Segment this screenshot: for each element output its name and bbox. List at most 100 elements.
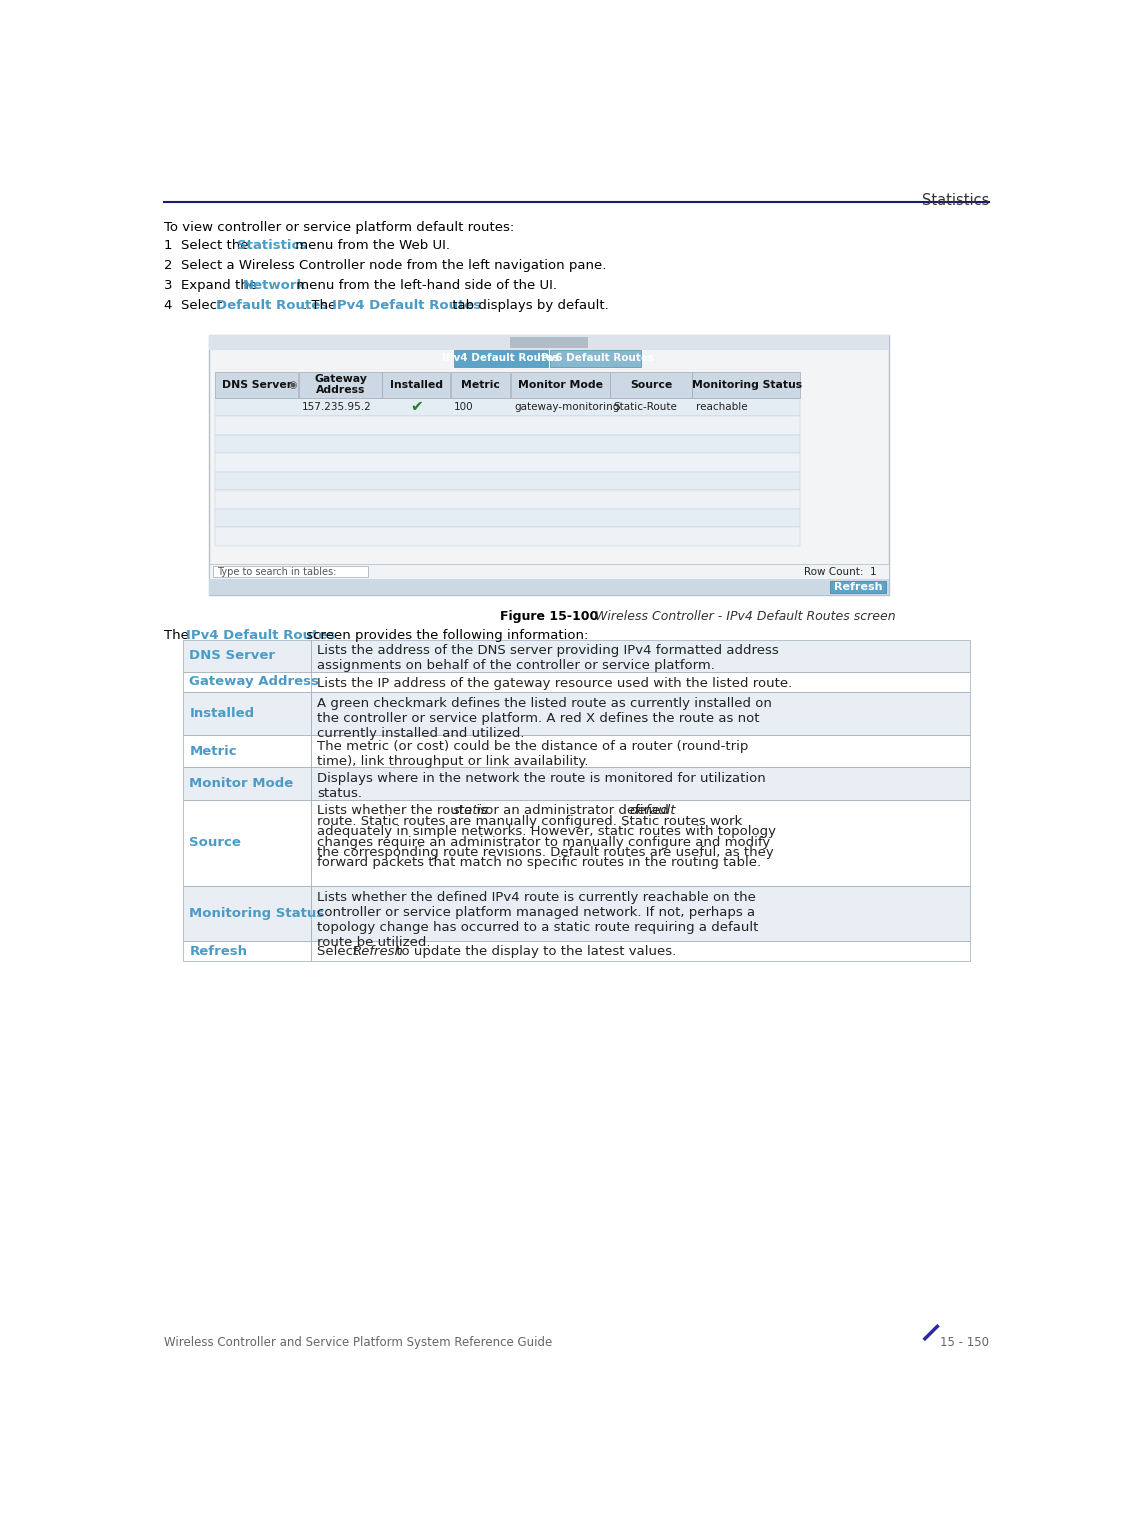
Text: Monitor Mode: Monitor Mode xyxy=(519,380,603,390)
Bar xyxy=(209,580,889,595)
Text: Static-Route: Static-Route xyxy=(613,402,677,411)
Text: Select: Select xyxy=(317,944,363,958)
Bar xyxy=(215,490,800,509)
Bar xyxy=(382,372,450,398)
Text: 100: 100 xyxy=(453,402,474,411)
Text: Select a Wireless Controller node from the left navigation pane.: Select a Wireless Controller node from t… xyxy=(181,260,606,272)
Bar xyxy=(215,509,800,527)
Bar xyxy=(215,434,800,454)
Bar xyxy=(312,941,970,961)
Text: the corresponding route revisions. Default routes are useful, as they: the corresponding route revisions. Defau… xyxy=(317,846,774,859)
Bar xyxy=(550,351,641,367)
Text: route. Static routes are manually configured. Static routes work: route. Static routes are manually config… xyxy=(317,815,742,827)
Text: menu from the left-hand side of the UI.: menu from the left-hand side of the UI. xyxy=(292,279,557,291)
Text: ◉: ◉ xyxy=(288,380,297,390)
Bar xyxy=(215,416,800,434)
Text: Select the: Select the xyxy=(181,240,253,252)
Text: 2: 2 xyxy=(164,260,172,272)
Text: Refresh: Refresh xyxy=(352,944,404,958)
Bar xyxy=(183,941,312,961)
Text: Default Routes: Default Routes xyxy=(216,299,328,313)
Bar xyxy=(312,735,970,768)
Text: Type to search in tables:: Type to search in tables: xyxy=(217,566,336,577)
Text: Network: Network xyxy=(243,279,306,291)
Text: Lists whether the route is: Lists whether the route is xyxy=(317,805,492,817)
Text: Metric: Metric xyxy=(189,745,237,757)
Bar xyxy=(209,565,889,580)
Bar xyxy=(215,454,800,472)
Text: reachable: reachable xyxy=(695,402,747,411)
Text: IPv4 Default Routes: IPv4 Default Routes xyxy=(332,299,482,313)
Text: Metric: Metric xyxy=(461,380,501,390)
Text: forward packets that match no specific routes in the routing table.: forward packets that match no specific r… xyxy=(317,856,762,870)
Text: Figure 15-100: Figure 15-100 xyxy=(500,610,598,624)
Text: Gateway Address: Gateway Address xyxy=(189,676,320,688)
Text: . The: . The xyxy=(303,299,341,313)
Text: tab displays by default.: tab displays by default. xyxy=(448,299,609,313)
Text: screen provides the following information:: screen provides the following informatio… xyxy=(303,628,588,642)
Text: Select: Select xyxy=(181,299,226,313)
Text: Statistics: Statistics xyxy=(236,240,307,252)
Text: Wireless Controller - IPv4 Default Routes screen: Wireless Controller - IPv4 Default Route… xyxy=(587,610,896,624)
Text: menu from the Web UI.: menu from the Web UI. xyxy=(291,240,450,252)
Text: Lists whether the defined IPv4 route is currently reachable on the
controller or: Lists whether the defined IPv4 route is … xyxy=(317,891,758,949)
Text: changes require an administrator to manually configure and modify: changes require an administrator to manu… xyxy=(317,835,771,849)
Text: Monitoring Status: Monitoring Status xyxy=(189,908,325,920)
Text: A green checkmark defines the listed route as currently installed on
the control: A green checkmark defines the listed rou… xyxy=(317,697,772,739)
Text: ✔: ✔ xyxy=(411,399,423,414)
Text: static: static xyxy=(452,805,489,817)
Text: IPv4 Default Routes: IPv4 Default Routes xyxy=(187,628,335,642)
Text: Statistics: Statistics xyxy=(921,193,989,208)
Text: The metric (or cost) could be the distance of a router (round-trip
time), link t: The metric (or cost) could be the distan… xyxy=(317,739,749,768)
Bar xyxy=(215,472,800,490)
Text: adequately in simple networks. However, static routes with topology: adequately in simple networks. However, … xyxy=(317,826,776,838)
Text: Monitoring Status: Monitoring Status xyxy=(692,380,802,390)
Text: 157.235.95.2: 157.235.95.2 xyxy=(302,402,371,411)
Bar xyxy=(312,639,970,672)
Text: Installed: Installed xyxy=(390,380,443,390)
Bar xyxy=(183,768,312,800)
Text: 1: 1 xyxy=(164,240,172,252)
Text: or an administrator defined: or an administrator defined xyxy=(480,805,673,817)
Text: 15 - 150: 15 - 150 xyxy=(940,1336,989,1348)
Text: IPv6 Default Routes: IPv6 Default Routes xyxy=(537,354,654,363)
Text: to update the display to the latest values.: to update the display to the latest valu… xyxy=(392,944,676,958)
Bar xyxy=(312,887,970,941)
Text: Wireless Controller and Service Platform System Reference Guide: Wireless Controller and Service Platform… xyxy=(164,1336,552,1348)
Bar xyxy=(511,337,587,348)
Bar xyxy=(299,372,381,398)
Text: Displays where in the network the route is monitored for utilization
status.: Displays where in the network the route … xyxy=(317,773,766,800)
Bar xyxy=(312,692,970,735)
Text: Row Count:  1: Row Count: 1 xyxy=(804,566,876,577)
Bar xyxy=(183,735,312,768)
Bar xyxy=(214,566,369,577)
Bar xyxy=(312,672,970,692)
Bar xyxy=(453,351,548,367)
Bar xyxy=(209,334,889,595)
Text: Refresh: Refresh xyxy=(189,944,248,958)
Bar xyxy=(183,887,312,941)
Bar xyxy=(183,692,312,735)
Bar xyxy=(511,372,610,398)
Bar xyxy=(610,372,692,398)
Bar xyxy=(451,372,511,398)
Text: Figure 15-100: Figure 15-100 xyxy=(500,610,598,624)
Text: Source: Source xyxy=(630,380,673,390)
Text: Source: Source xyxy=(189,836,242,849)
Text: Expand the: Expand the xyxy=(181,279,261,291)
Bar xyxy=(215,527,800,545)
Bar xyxy=(692,372,800,398)
Bar xyxy=(183,672,312,692)
Bar xyxy=(830,581,886,594)
Text: To view controller or service platform default routes:: To view controller or service platform d… xyxy=(164,220,514,234)
Text: Gateway
Address: Gateway Address xyxy=(314,373,367,396)
Text: Monitor Mode: Monitor Mode xyxy=(189,777,294,789)
Bar xyxy=(215,372,298,398)
Bar xyxy=(183,639,312,672)
Bar xyxy=(209,334,889,351)
Text: Lists the address of the DNS server providing IPv4 formatted address
assignments: Lists the address of the DNS server prov… xyxy=(317,644,780,672)
Text: The: The xyxy=(164,628,194,642)
Text: IPv4 Default Routes: IPv4 Default Routes xyxy=(442,354,559,363)
Text: default: default xyxy=(630,805,676,817)
Bar xyxy=(183,800,312,887)
